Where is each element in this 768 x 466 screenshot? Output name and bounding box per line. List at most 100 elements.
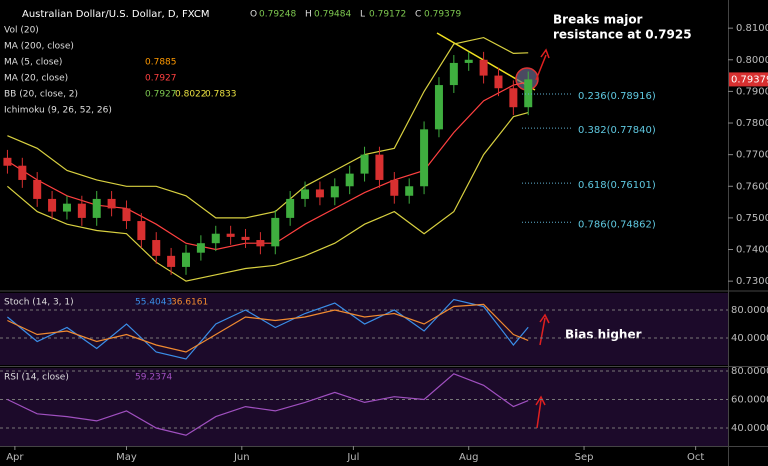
fib-label: 0.236(0.78916)	[578, 91, 656, 102]
indicator-value: 0.7833	[205, 90, 237, 100]
last-price-tag	[729, 72, 768, 87]
indicator-label: MA (20, close)	[4, 74, 68, 84]
ohlc-key: L	[360, 10, 365, 20]
indicator-label: Ichimoku (9, 26, 52, 26)	[4, 106, 112, 116]
candle-body	[77, 203, 86, 218]
candle-body	[211, 233, 220, 244]
candle-body	[33, 179, 42, 199]
stoch-line	[7, 303, 529, 353]
candle-body	[494, 75, 503, 89]
candle-body	[256, 240, 265, 247]
stoch-line	[7, 298, 529, 360]
indicator-label: BB (20, close, 2)	[4, 90, 78, 100]
candle-body	[137, 221, 146, 241]
arrow	[539, 313, 550, 346]
last-price-label: 0.79379	[731, 74, 768, 85]
chart-title: Australian Dollar/U.S. Dollar, D, FXCM	[22, 9, 209, 20]
candle-body	[464, 59, 473, 63]
candle-body	[360, 154, 369, 174]
candle-body	[479, 59, 488, 76]
candle-body	[434, 85, 443, 130]
arrow	[535, 395, 546, 429]
x-tick-label: Aug	[459, 452, 479, 463]
ohlc-key: O	[250, 10, 257, 20]
indicator-value: 36.6161	[171, 298, 208, 308]
candle-body	[345, 173, 354, 187]
indicator-label: MA (200, close)	[4, 42, 74, 52]
annotation: resistance at 0.7925	[553, 28, 692, 42]
indicator-value: 59.2374	[135, 373, 172, 383]
candle-body	[226, 233, 235, 237]
fib-label: 0.618(0.76101)	[578, 180, 656, 191]
indicator-value: 55.4043	[135, 298, 172, 308]
indicator-value: 0.8022	[175, 90, 207, 100]
x-tick-label: Jul	[346, 452, 359, 463]
ohlc-key: H	[305, 10, 312, 20]
x-tick-label: Apr	[6, 452, 24, 463]
ohlc-value: 0.79484	[314, 10, 351, 20]
candle-body	[181, 252, 190, 267]
candle-body	[315, 189, 324, 198]
ohlc-value: 0.79172	[369, 10, 406, 20]
fib-label: 0.382(0.77840)	[578, 125, 656, 136]
indicator-value: 0.7927	[145, 74, 177, 84]
ohlc-key: C	[415, 10, 421, 20]
candle-body	[405, 186, 414, 196]
candle-body	[107, 198, 116, 209]
candle-body	[196, 243, 205, 253]
indicator-value: 0.7927	[145, 90, 177, 100]
indicator-value: 0.7885	[145, 58, 177, 68]
x-tick-label: Oct	[687, 452, 704, 463]
rsi-line	[7, 373, 529, 436]
candle-body	[390, 179, 399, 196]
indicator-label: Vol (20)	[4, 26, 39, 36]
candle-body	[241, 236, 250, 241]
candle-body	[152, 240, 161, 256]
candle-body	[92, 198, 101, 218]
candle-body	[48, 198, 57, 212]
candle-body	[301, 189, 310, 199]
candle-body	[271, 217, 280, 247]
candle-body	[509, 88, 518, 108]
candle-body	[375, 154, 384, 180]
y-tick-label: 0.81000	[736, 23, 768, 34]
candle-body	[3, 157, 12, 166]
candle-body	[524, 79, 533, 108]
candle-body	[420, 129, 429, 187]
x-tick-label: Sep	[575, 452, 594, 463]
indicator-label: MA (5, close)	[4, 58, 62, 68]
x-tick-label: Jun	[233, 452, 250, 463]
candle-body	[449, 62, 458, 86]
candle-body	[330, 186, 339, 198]
ohlc-value: 0.79379	[424, 10, 461, 20]
candle-body	[122, 208, 131, 222]
annotation: Bias higher	[565, 328, 642, 342]
arrow	[535, 48, 550, 81]
indicator-line	[7, 112, 529, 282]
fib-label: 0.786(0.74862)	[578, 219, 656, 230]
x-tick-label: May	[116, 452, 137, 463]
indicator-label: Stoch (14, 3, 1)	[4, 298, 74, 308]
candle-body	[62, 203, 71, 212]
indicator-label: RSI (14, close)	[4, 373, 69, 383]
candle-body	[18, 165, 27, 180]
candle-body	[286, 198, 295, 218]
ohlc-value: 0.79248	[259, 10, 296, 20]
annotation: Breaks major	[553, 13, 643, 27]
candle-body	[167, 255, 176, 267]
rsi-panel	[0, 368, 728, 446]
